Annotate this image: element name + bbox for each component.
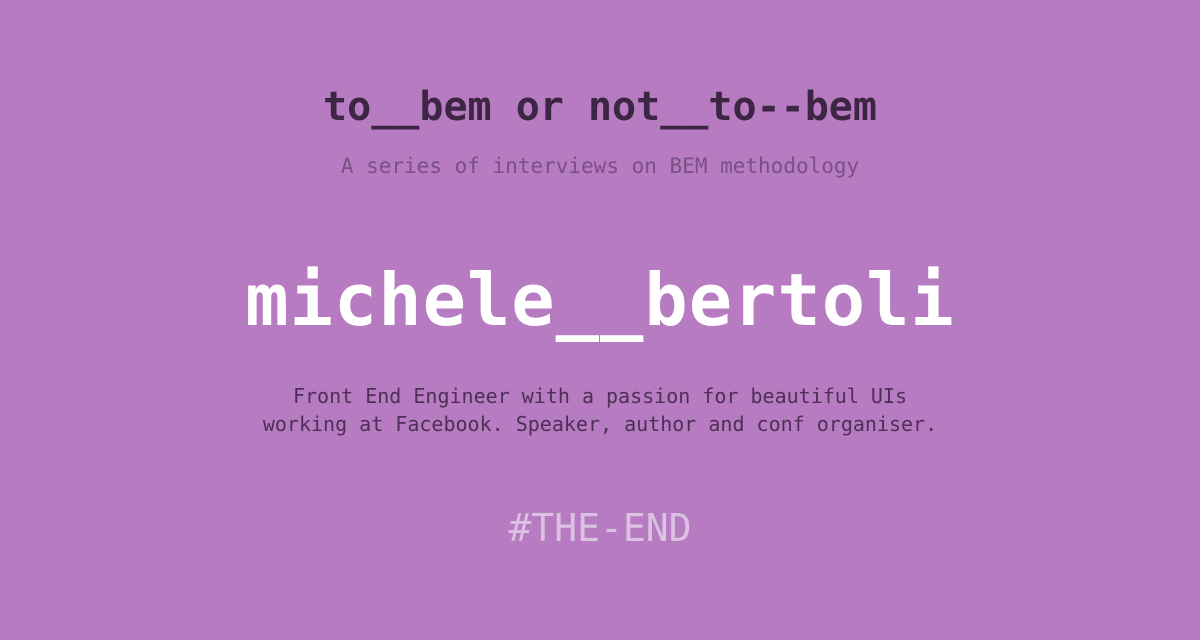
bio-line-2: working at Facebook. Speaker, author and… <box>262 412 938 436</box>
person-name: michele__bertoli <box>245 258 955 342</box>
bio: Front End Engineer with a passion for be… <box>0 382 1200 438</box>
end-hashtag: #THE-END <box>508 506 692 550</box>
bio-line-1: Front End Engineer with a passion for be… <box>292 384 908 408</box>
site-title: to__bem or not__to--bem <box>323 84 877 130</box>
site-subtitle: A series of interviews on BEM methodolog… <box>340 154 860 178</box>
